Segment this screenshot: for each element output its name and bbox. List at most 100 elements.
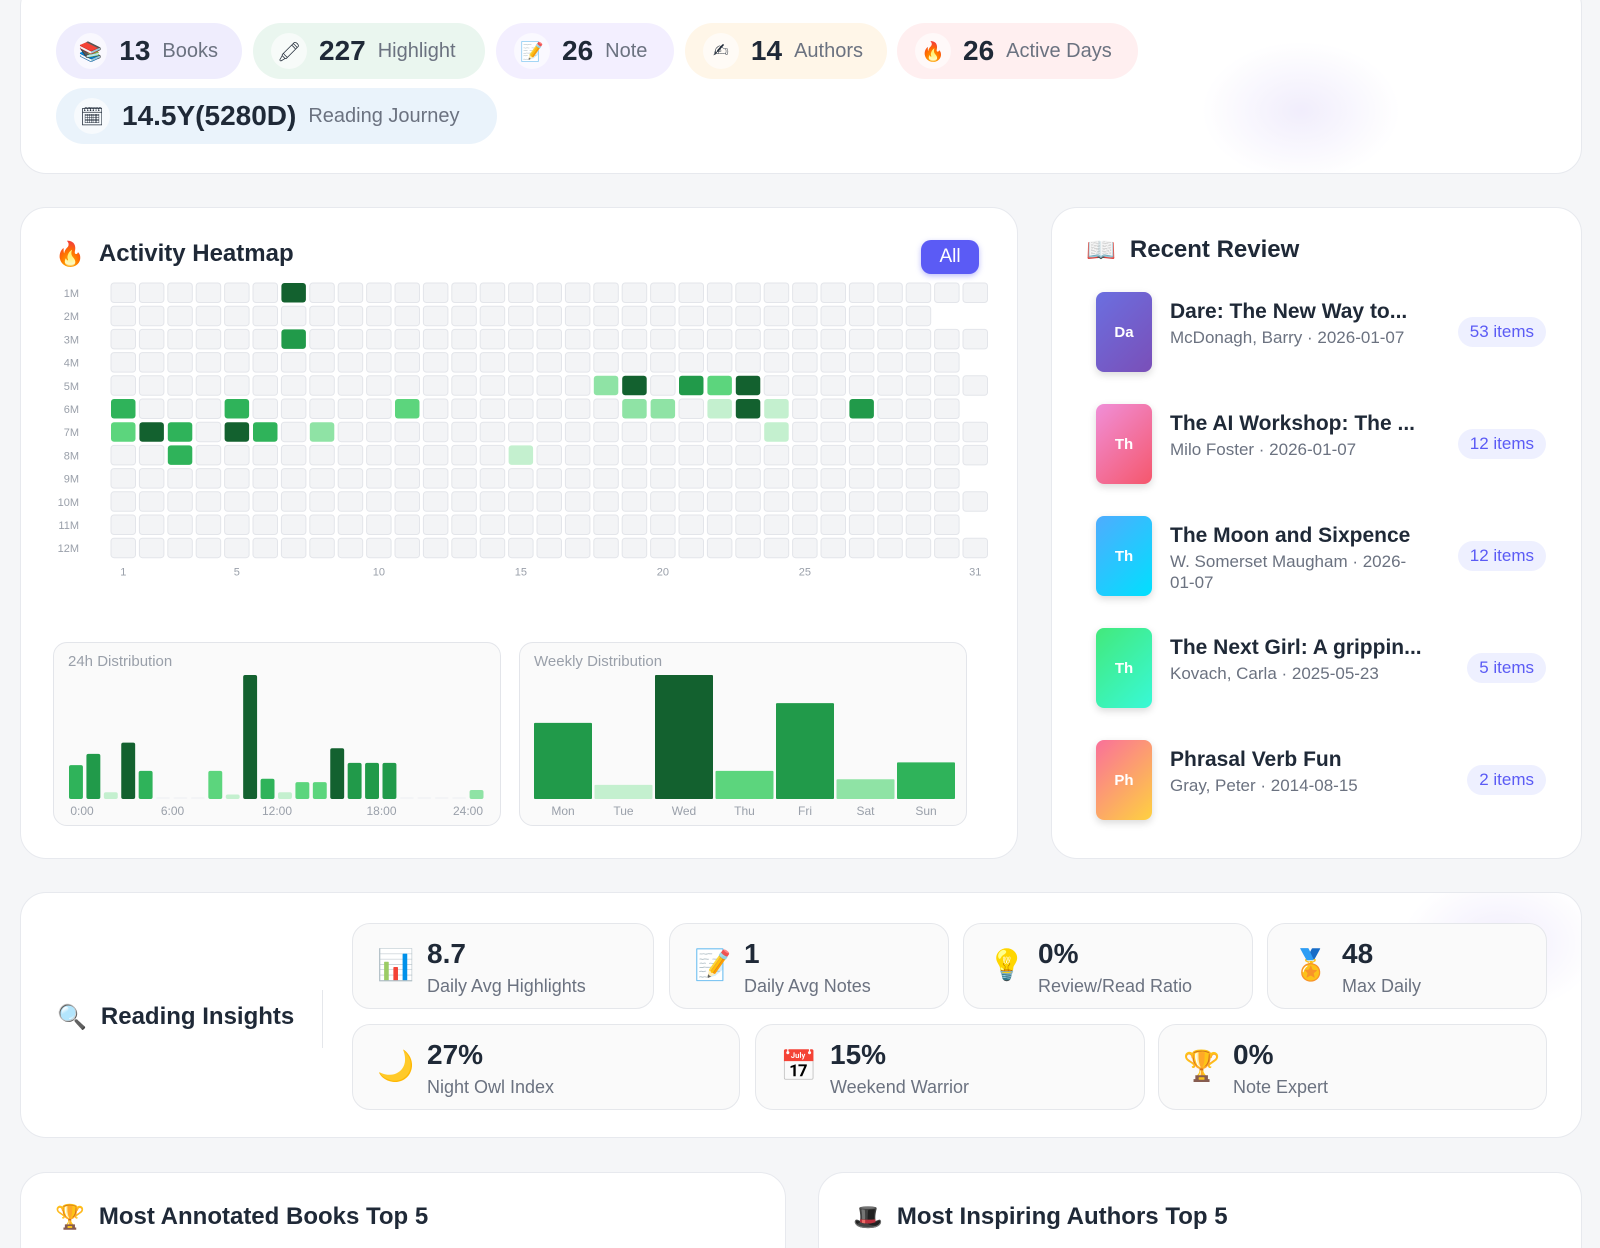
heatmap-cell (678, 398, 704, 419)
heatmap-cell (280, 468, 307, 489)
heatmap-cell (422, 282, 449, 303)
hourly-distribution-panel: 0:00 6:00 12:00 18:00 24:00 24h Distribution (53, 642, 501, 826)
review-item[interactable]: Da Dare: The New Way to... McDonagh, Bar… (1096, 292, 1546, 372)
heatmap-cell (167, 514, 193, 535)
heatmap-cell (309, 375, 335, 396)
heatmap-cell (735, 468, 761, 489)
heatmap-cell (934, 444, 960, 466)
heatmap-cell (564, 282, 591, 303)
review-item[interactable]: Th The Next Girl: A grippin... Kovach, C… (1096, 628, 1546, 708)
heatmap-cell (422, 537, 449, 559)
weekly-day-label: Fri (798, 804, 812, 818)
heatmap-cell (735, 514, 761, 535)
hourly-bar (312, 782, 327, 799)
hourly-bar (156, 797, 170, 799)
heatmap-cell (877, 328, 903, 350)
heatmap-cell (337, 491, 364, 512)
heatmap-cell (735, 537, 761, 559)
heatmap-cell (905, 375, 932, 396)
heatmap-cell (650, 282, 676, 303)
heatmap-cell (564, 305, 591, 327)
heatmap-cell (479, 328, 506, 350)
heatmap-cell (706, 491, 733, 512)
heatmap-cell (366, 305, 392, 327)
top-books-title: 🏆 Most Annotated Books Top 5 (55, 1203, 428, 1231)
metric-label: Daily Avg Highlights (427, 976, 586, 996)
heatmap-cell (962, 375, 988, 396)
book-cover: Da (1096, 292, 1152, 372)
heatmap-day-tick: 20 (657, 566, 669, 578)
heatmap-cell (593, 468, 619, 489)
heatmap-cell (735, 328, 761, 350)
heatmap-cell (451, 444, 477, 466)
heatmap-cell (280, 421, 307, 443)
heatmap-cell (508, 514, 534, 535)
heatmap-cell (792, 514, 818, 535)
weekly-day-label: Tue (613, 804, 634, 818)
heatmap-cell (962, 537, 988, 559)
heatmap-cell (337, 421, 364, 443)
weekly-bar (836, 779, 895, 799)
heatmap-cell (195, 375, 222, 396)
heatmap-cell (934, 398, 960, 419)
hourly-bar (69, 765, 83, 799)
heatmap-cell (678, 352, 704, 373)
stat-value: 14 (750, 35, 783, 66)
all-filter-button[interactable]: All (921, 240, 979, 274)
heatmap-cell (905, 514, 932, 535)
stat-value: 13 (119, 35, 151, 66)
stat-chip-books: 📚 13 Books (56, 23, 242, 79)
heatmap-cell (678, 305, 704, 327)
heatmap-cell (650, 328, 676, 350)
heatmap-cell (564, 398, 591, 419)
review-item[interactable]: Ph Phrasal Verb Fun Gray, Peter · 2014-0… (1096, 740, 1546, 820)
heatmap-cell (110, 305, 136, 327)
heatmap-cell (934, 421, 960, 443)
stat-chip-note: 📝 26 Note (496, 23, 674, 79)
heatmap-cell (621, 421, 648, 443)
metric-label: Weekend Warrior (830, 1077, 970, 1097)
stat-chip-active-days: 🔥 26 Active Days (897, 23, 1138, 79)
heatmap-cell (621, 491, 648, 512)
heatmap-cell (395, 399, 420, 419)
review-book-title: Dare: The New Way to... (1170, 300, 1408, 323)
heatmap-cell (650, 421, 676, 443)
heatmap-cell (593, 352, 619, 373)
heatmap-cell (252, 282, 278, 303)
heatmap-cell (706, 537, 733, 559)
heatmap-cell (848, 375, 875, 396)
calendar-icon: 📅 (780, 1049, 818, 1084)
heatmap-cell (877, 375, 903, 396)
heatmap-cell (394, 352, 420, 373)
review-book-meta: McDonagh, Barry · 2026-01-07 (1170, 328, 1405, 347)
heatmap-cell (337, 444, 364, 466)
review-item[interactable]: Th The Moon and Sixpence W. Somerset Mau… (1096, 516, 1546, 596)
heatmap-cell (848, 421, 875, 443)
heatmap-cell (366, 328, 392, 350)
top-authors-card: 🎩 Most Inspiring Authors Top 5 (818, 1172, 1582, 1248)
heatmap-cell (138, 491, 165, 512)
heatmap-cell (820, 352, 846, 373)
heatmap-cell (422, 468, 449, 489)
heatmap-cell (764, 399, 789, 419)
heatmap-cell (280, 537, 307, 559)
heatmap-cell (479, 352, 506, 373)
review-book-title: Phrasal Verb Fun (1170, 748, 1342, 771)
review-count-badge: 12 items (1457, 429, 1546, 459)
hourly-bar (295, 782, 310, 799)
heatmap-cell (138, 282, 165, 303)
heatmap-cell (905, 491, 932, 512)
heatmap-cell (792, 421, 818, 443)
heatmap-cell (621, 537, 648, 559)
heatmap-cell (451, 514, 477, 535)
heatmap-cell (224, 282, 250, 303)
heatmap-cell (195, 398, 222, 419)
review-item[interactable]: Th The AI Workshop: The ... Milo Foster … (1096, 404, 1546, 484)
hourly-bar (138, 770, 153, 799)
heatmap-cell (110, 444, 136, 466)
heatmap-cell (848, 282, 875, 303)
reading-insights-title-text: Reading Insights (100, 1003, 295, 1030)
heatmap-cell (564, 514, 591, 535)
heatmap-cell (508, 282, 534, 303)
